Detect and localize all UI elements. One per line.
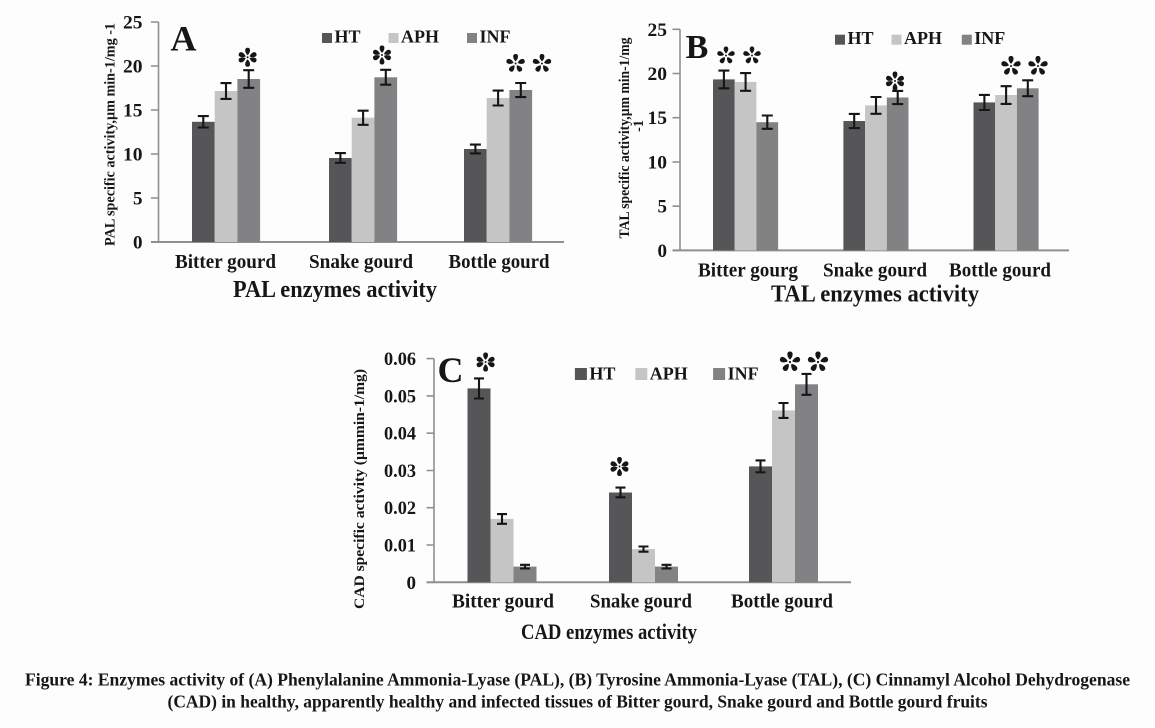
svg-text:0: 0 (658, 241, 668, 262)
svg-text:Bitter gourd: Bitter gourd (175, 252, 276, 273)
svg-text:10: 10 (648, 152, 668, 173)
svg-text:Bottle gourd: Bottle gourd (449, 252, 550, 273)
svg-text:0: 0 (407, 573, 417, 594)
svg-text:5: 5 (133, 189, 143, 210)
svg-text:TAL enzymes activity: TAL enzymes activity (771, 282, 979, 308)
svg-text:C: C (438, 350, 464, 390)
svg-text:Bitter gourg: Bitter gourg (698, 261, 798, 282)
svg-text:APH: APH (904, 28, 942, 48)
svg-text:0.06: 0.06 (384, 349, 416, 370)
svg-text:25: 25 (648, 20, 668, 41)
svg-text:10: 10 (123, 145, 143, 166)
svg-text:(CAD) in healthy, apparently h: (CAD) in healthy, apparently healthy and… (168, 692, 988, 712)
svg-text:Snake gourd: Snake gourd (590, 592, 692, 613)
svg-text:PAL specific activity,µm min-1: PAL specific activity,µm min-1/mg -1 (103, 23, 119, 246)
svg-text:0.02: 0.02 (384, 498, 416, 519)
svg-text:Bottle gourd: Bottle gourd (949, 261, 1051, 282)
svg-text:INF: INF (974, 28, 1005, 48)
svg-text:Bitter gourd: Bitter gourd (452, 592, 554, 613)
svg-text:20: 20 (648, 64, 668, 85)
svg-text:B: B (686, 29, 709, 66)
svg-text:HT: HT (848, 28, 874, 48)
svg-text:-1: -1 (631, 120, 647, 132)
svg-text:15: 15 (648, 108, 668, 129)
svg-text:PAL enzymes activity: PAL enzymes activity (233, 277, 437, 303)
svg-text:0: 0 (133, 233, 143, 254)
svg-text:0.05: 0.05 (384, 386, 416, 407)
svg-text:CAD specific activity (µmmin-1: CAD specific activity (µmmin-1/mg) (352, 369, 368, 609)
svg-text:APH: APH (650, 364, 688, 384)
svg-text:APH: APH (401, 27, 439, 47)
svg-text:Snake gourd: Snake gourd (309, 252, 413, 273)
svg-text:HT: HT (589, 364, 615, 384)
svg-text:A: A (171, 19, 197, 59)
svg-text:0.01: 0.01 (384, 536, 416, 557)
svg-text:15: 15 (123, 101, 143, 122)
svg-text:INF: INF (728, 364, 759, 384)
svg-text:5: 5 (658, 197, 668, 218)
svg-text:HT: HT (335, 27, 361, 47)
svg-text:Snake gourd: Snake gourd (823, 261, 927, 282)
svg-text:0.04: 0.04 (384, 424, 416, 445)
svg-text:20: 20 (123, 57, 143, 78)
svg-text:Figure 4: Enzymes activity of: Figure 4: Enzymes activity of (A) Phenyl… (25, 670, 1130, 690)
svg-text:0.03: 0.03 (384, 461, 416, 482)
svg-text:Bottle gourd: Bottle gourd (731, 592, 833, 613)
svg-text:TAL specific activity,µm min-1: TAL specific activity,µm min-1/mg (617, 38, 633, 239)
svg-text:25: 25 (123, 13, 143, 34)
svg-text:INF: INF (480, 27, 511, 47)
svg-text:CAD enzymes activity: CAD enzymes activity (521, 619, 697, 644)
